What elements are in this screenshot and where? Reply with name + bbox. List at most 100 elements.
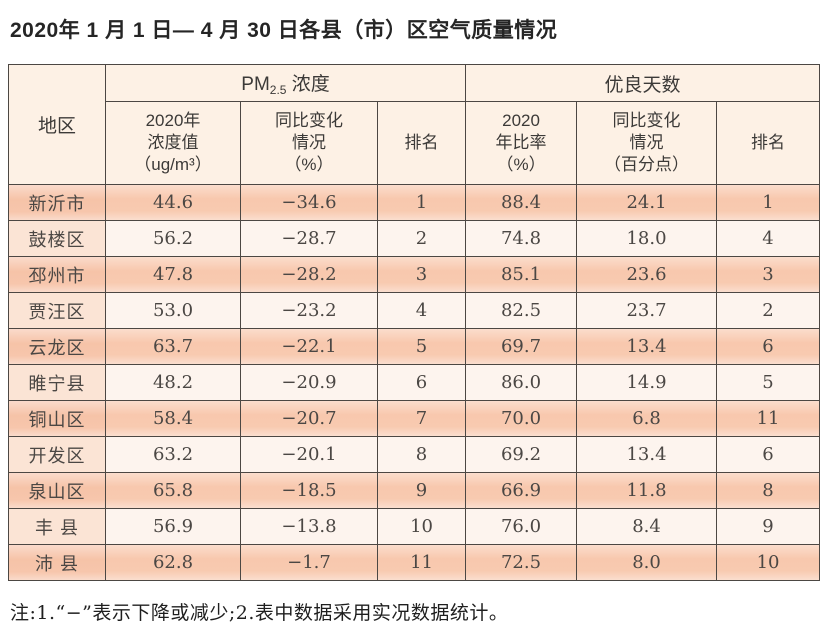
rate-rank-cell: 8 <box>716 472 821 509</box>
pm-rank-cell: 7 <box>376 400 467 437</box>
rate-change-cell: 24.1 <box>576 184 718 221</box>
rate-change-cell: 13.4 <box>576 436 718 473</box>
table-row: 贾汪区 53.0 −23.2 4 82.5 23.7 2 <box>8 292 821 329</box>
pm-value-cell: 63.7 <box>105 328 241 365</box>
region-cell: 睢宁县 <box>8 364 106 401</box>
footnote: 注:1.“−”表示下降或减少;2.表中数据采用实况数据统计。 <box>10 602 509 624</box>
rate-value-cell: 70.0 <box>465 400 578 437</box>
pm-rank-cell: 10 <box>376 508 467 545</box>
pm-change-cell: −28.2 <box>240 256 378 293</box>
pm-change-cell: −20.9 <box>240 364 378 401</box>
col-header-region: 地区 <box>8 64 106 185</box>
region-cell: 云龙区 <box>8 328 106 365</box>
table-row: 开发区 63.2 −20.1 8 69.2 13.4 6 <box>8 436 821 473</box>
pm-value-cell: 48.2 <box>105 364 241 401</box>
region-cell: 邳州市 <box>8 256 106 293</box>
rate-change-cell: 8.0 <box>576 544 718 581</box>
pm-change-cell: −34.6 <box>240 184 378 221</box>
table-row: 云龙区 63.7 −22.1 5 69.7 13.4 6 <box>8 328 821 365</box>
pm-value-cell: 65.8 <box>105 472 241 509</box>
rate-rank-cell: 6 <box>716 436 821 473</box>
table-row: 铜山区 58.4 −20.7 7 70.0 6.8 11 <box>8 400 821 437</box>
pm-value-cell: 63.2 <box>105 436 241 473</box>
col-header-pm-value: 2020年 浓度值 （ug/m³） <box>105 101 241 185</box>
pm-rank-cell: 2 <box>376 220 467 257</box>
table-row: 睢宁县 48.2 −20.9 6 86.0 14.9 5 <box>8 364 821 401</box>
col-header-pm-change: 同比变化 情况 （%） <box>240 101 378 185</box>
table-row: 新沂市 44.6 −34.6 1 88.4 24.1 1 <box>8 184 821 221</box>
col-header-rate-value: 2020 年比率 （%） <box>465 101 578 185</box>
rate-rank-cell: 9 <box>716 508 821 545</box>
region-cell: 铜山区 <box>8 400 106 437</box>
rate-value-cell: 72.5 <box>465 544 578 581</box>
col-header-rate-change: 同比变化 情况 （百分点） <box>576 101 718 185</box>
pm-value-cell: 56.9 <box>105 508 241 545</box>
rate-value-cell: 69.7 <box>465 328 578 365</box>
pm-change-cell: −18.5 <box>240 472 378 509</box>
pm-change-cell: −23.2 <box>240 292 378 329</box>
pm-rank-cell: 5 <box>376 328 467 365</box>
pm-change-cell: −13.8 <box>240 508 378 545</box>
rate-value-cell: 85.1 <box>465 256 578 293</box>
rate-change-cell: 13.4 <box>576 328 718 365</box>
pm-change-cell: −28.7 <box>240 220 378 257</box>
region-cell: 沛 县 <box>8 544 106 581</box>
pm-rank-cell: 9 <box>376 472 467 509</box>
region-cell: 泉山区 <box>8 472 106 509</box>
rate-rank-cell: 10 <box>716 544 821 581</box>
table-row: 丰 县 56.9 −13.8 10 76.0 8.4 9 <box>8 508 821 545</box>
pm-rank-cell: 3 <box>376 256 467 293</box>
rate-change-cell: 8.4 <box>576 508 718 545</box>
pm-change-cell: −20.7 <box>240 400 378 437</box>
rate-change-cell: 23.7 <box>576 292 718 329</box>
pm-change-cell: −20.1 <box>240 436 378 473</box>
rate-rank-cell: 5 <box>716 364 821 401</box>
col-group-good-days: 优良天数 <box>465 64 821 102</box>
region-cell: 新沂市 <box>8 184 106 221</box>
pm-rank-cell: 1 <box>376 184 467 221</box>
rate-rank-cell: 2 <box>716 292 821 329</box>
rate-change-cell: 6.8 <box>576 400 718 437</box>
pm-change-cell: −1.7 <box>240 544 378 581</box>
pm-rank-cell: 8 <box>376 436 467 473</box>
col-header-pm-rank: 排名 <box>376 101 467 185</box>
pm-value-cell: 47.8 <box>105 256 241 293</box>
rate-change-cell: 18.0 <box>576 220 718 257</box>
table-row: 沛 县 62.8 −1.7 11 72.5 8.0 10 <box>8 544 821 581</box>
rate-rank-cell: 11 <box>716 400 821 437</box>
rate-rank-cell: 3 <box>716 256 821 293</box>
rate-change-cell: 11.8 <box>576 472 718 509</box>
rate-value-cell: 74.8 <box>465 220 578 257</box>
pm-value-cell: 53.0 <box>105 292 241 329</box>
rate-rank-cell: 4 <box>716 220 821 257</box>
pm-value-cell: 58.4 <box>105 400 241 437</box>
pm-value-cell: 56.2 <box>105 220 241 257</box>
col-group-pm25: PM2.5 浓度 <box>104 64 467 102</box>
pm-label-subscript: 2.5 <box>269 83 287 97</box>
pm-value-cell: 62.8 <box>105 544 241 581</box>
rate-change-cell: 14.9 <box>576 364 718 401</box>
rate-value-cell: 88.4 <box>465 184 578 221</box>
pm-value-cell: 44.6 <box>105 184 241 221</box>
pm-rank-cell: 6 <box>376 364 467 401</box>
pm-label-prefix: PM <box>241 74 270 95</box>
table-row: 邳州市 47.8 −28.2 3 85.1 23.6 3 <box>8 256 821 293</box>
rate-rank-cell: 6 <box>716 328 821 365</box>
table-row: 鼓楼区 56.2 −28.7 2 74.8 18.0 4 <box>8 220 821 257</box>
table-row: 泉山区 65.8 −18.5 9 66.9 11.8 8 <box>8 472 821 509</box>
pm-rank-cell: 4 <box>376 292 467 329</box>
region-cell: 丰 县 <box>8 508 106 545</box>
rate-value-cell: 76.0 <box>465 508 578 545</box>
rate-value-cell: 86.0 <box>465 364 578 401</box>
rate-change-cell: 23.6 <box>576 256 718 293</box>
pm-rank-cell: 11 <box>376 544 467 581</box>
rate-value-cell: 69.2 <box>465 436 578 473</box>
region-cell: 鼓楼区 <box>8 220 106 257</box>
pm-label-suffix: 浓度 <box>286 74 330 95</box>
rate-value-cell: 66.9 <box>465 472 578 509</box>
air-quality-table: 地区 PM2.5 浓度 优良天数 2020年 浓度值 （ug/m³） 同比变化 … <box>8 64 821 581</box>
pm-change-cell: −22.1 <box>240 328 378 365</box>
rate-value-cell: 82.5 <box>465 292 578 329</box>
page-title: 2020年 1 月 1 日— 4 月 30 日各县（市）区空气质量情况 <box>10 19 558 42</box>
